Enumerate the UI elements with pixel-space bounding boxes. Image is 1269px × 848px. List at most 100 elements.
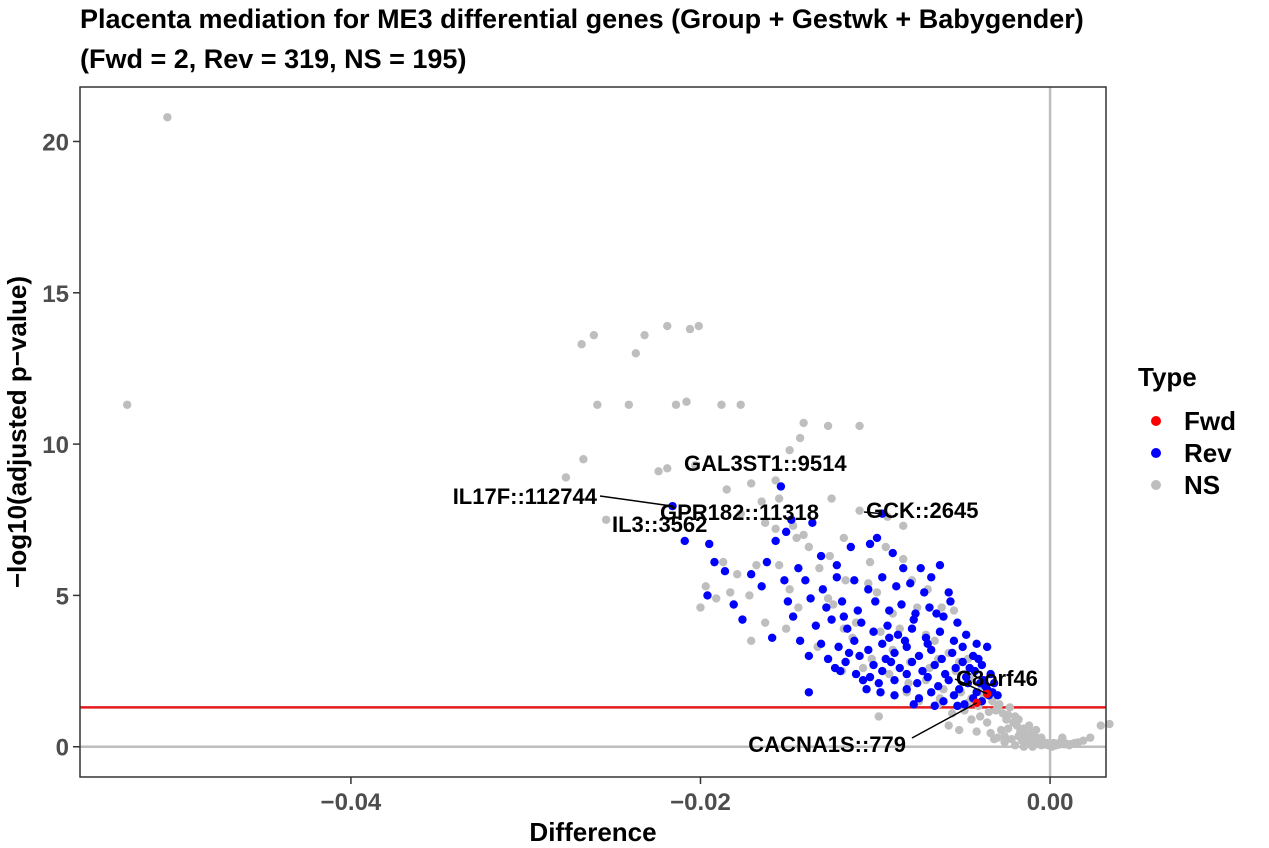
point-rev (801, 576, 810, 585)
point-ns (823, 421, 833, 431)
point-rev (913, 678, 922, 688)
point-ns (841, 576, 850, 585)
point-ns (579, 455, 588, 464)
point-ns (663, 321, 672, 331)
point-ns (589, 330, 599, 340)
point-rev (710, 557, 719, 567)
gene-label: IL17F::112744 (453, 484, 598, 509)
point-rev (954, 685, 964, 694)
point-rev (897, 600, 906, 609)
point-rev (902, 685, 911, 694)
point-ns (872, 588, 882, 597)
point-rev (932, 609, 941, 618)
point-rev (986, 669, 995, 679)
point-ns (1031, 725, 1041, 735)
point-rev (989, 678, 999, 688)
point-rev (806, 594, 815, 603)
point-ns (757, 497, 766, 506)
point-rev (927, 573, 936, 582)
point-rev (816, 639, 826, 649)
point-ns (1010, 741, 1020, 750)
point-rev (857, 618, 866, 627)
point-rev (927, 688, 936, 697)
point-ns (736, 400, 745, 409)
data-points (122, 113, 1114, 751)
point-rev (885, 633, 894, 642)
y-axis-title: −log10(adjusted p−value) (2, 276, 32, 588)
point-rev (720, 567, 730, 576)
point-ns (795, 433, 805, 443)
point-rev (788, 612, 798, 621)
point-ns (829, 600, 838, 609)
point-ns (899, 554, 908, 564)
point-ns (785, 585, 794, 594)
y-tick-label: 5 (56, 583, 69, 610)
point-ns (785, 445, 794, 455)
point-rev (837, 597, 847, 606)
point-rev (958, 642, 967, 652)
x-tick-label: 0.00 (1027, 789, 1074, 816)
point-ns (865, 557, 875, 567)
point-ns (827, 494, 836, 503)
point-rev (874, 678, 883, 688)
point-rev (925, 603, 934, 612)
point-ns (694, 321, 703, 331)
point-ns (954, 725, 964, 735)
legend-key-ns (1151, 480, 1161, 490)
point-ns (799, 530, 808, 540)
point-rev (920, 588, 929, 597)
point-rev (946, 597, 955, 606)
point-ns (561, 473, 571, 482)
point-ns (972, 727, 981, 736)
point-rev (934, 682, 943, 691)
point-ns (760, 518, 770, 527)
point-ns (746, 636, 756, 646)
x-axis: −0.04 −0.02 0.00 (321, 777, 1074, 816)
point-ns (982, 718, 992, 727)
point-rev (909, 700, 918, 709)
point-rev (787, 515, 796, 524)
point-rev (804, 651, 814, 661)
point-ns (1028, 742, 1037, 751)
annotation-leader (863, 511, 883, 515)
point-rev (844, 648, 854, 658)
point-rev (841, 657, 850, 667)
point-rev (705, 539, 714, 549)
gene-label: GPR182::11318 (660, 500, 819, 525)
point-rev (909, 615, 918, 624)
point-ns (163, 113, 172, 122)
point-ns (736, 509, 745, 518)
point-rev (961, 630, 971, 639)
point-rev (888, 548, 897, 558)
point-ns (663, 464, 672, 473)
point-rev (892, 582, 901, 591)
point-rev (703, 591, 712, 600)
y-tick-label: 10 (42, 432, 69, 459)
point-rev (914, 694, 924, 703)
point-rev (830, 663, 840, 673)
point-rev (832, 573, 842, 582)
point-rev (965, 663, 974, 673)
point-ns (864, 579, 873, 588)
point-ns (685, 324, 695, 334)
point-rev (850, 576, 859, 585)
point-ns (839, 533, 849, 543)
point-rev (767, 633, 777, 642)
plot-panel-border (79, 86, 1107, 778)
point-rev (827, 615, 836, 624)
point-rev (738, 615, 747, 624)
point-rev (878, 666, 887, 676)
point-ns (993, 703, 1002, 712)
point-ns (885, 669, 894, 679)
point-rev (862, 685, 871, 694)
point-ns (975, 712, 985, 721)
point-rev (795, 636, 805, 646)
point-rev (907, 624, 917, 633)
point-rev (935, 627, 945, 636)
point-ns (899, 521, 908, 531)
x-axis-title: Difference (529, 817, 656, 847)
point-rev (839, 612, 849, 621)
point-ns (671, 400, 681, 409)
point-ns (717, 400, 726, 409)
point-rev (944, 675, 953, 685)
